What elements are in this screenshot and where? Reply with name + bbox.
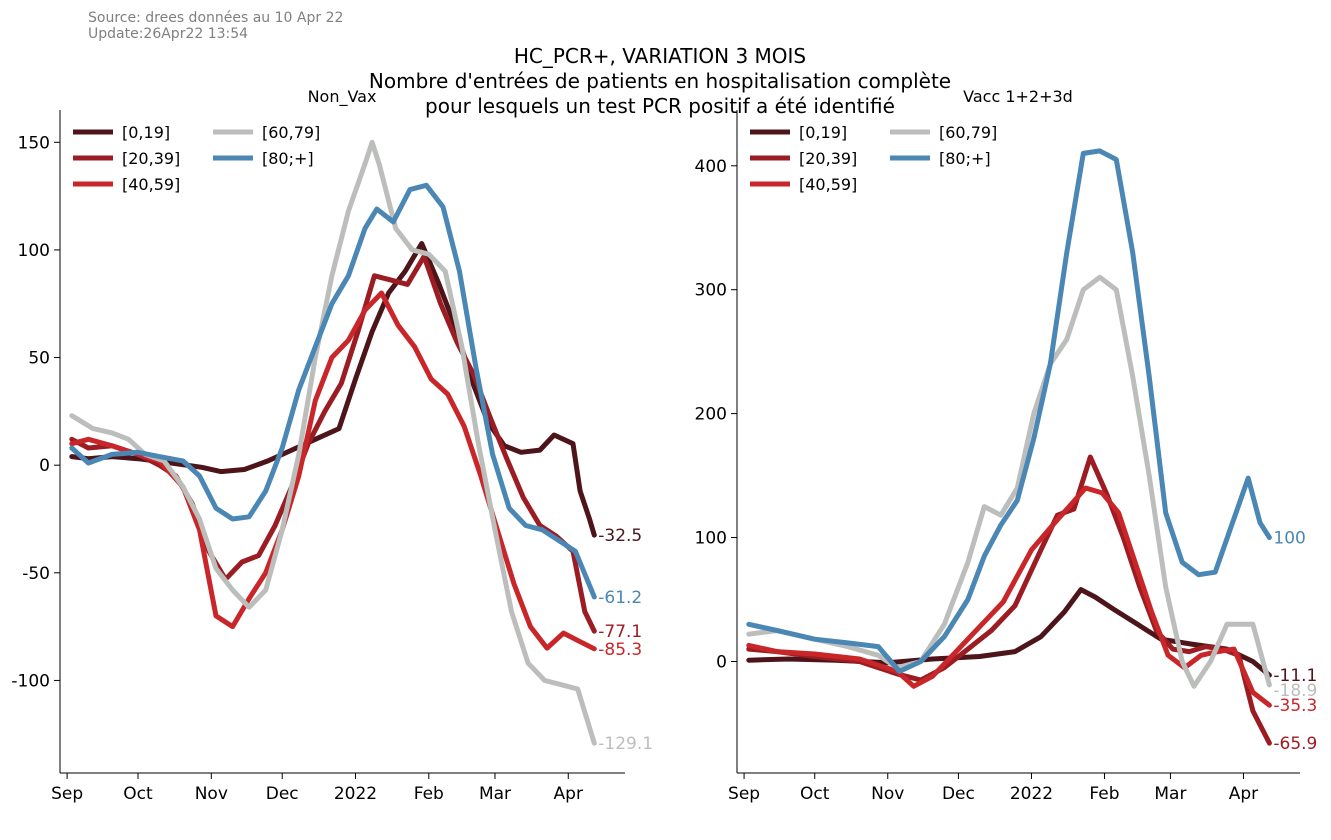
series-line-80 bbox=[746, 148, 1272, 674]
end-value-label: -77.1 bbox=[598, 622, 642, 642]
legend: [0,19] [20,39] [40,59] [60,79] [80;+] bbox=[73, 123, 320, 194]
y-tick-label: 200 bbox=[695, 405, 727, 425]
x-tick-label: 2022 bbox=[1010, 784, 1053, 804]
y-tick-label: 100 bbox=[18, 241, 50, 261]
y-tick-label: -50 bbox=[22, 564, 50, 584]
x-tick-label: Oct bbox=[123, 784, 153, 804]
y-tick-label: 0 bbox=[716, 652, 727, 672]
end-value-label: 100 bbox=[1273, 529, 1305, 549]
title-line-2: Nombre d'entrées de patients en hospital… bbox=[368, 69, 952, 93]
legend-label: [80;+] bbox=[939, 149, 991, 168]
end-value-label: -61.2 bbox=[598, 588, 642, 608]
legend-label: [20,39] bbox=[799, 149, 857, 168]
x-tick-label: Mar bbox=[1154, 784, 1186, 804]
x-tick-label: Dec bbox=[266, 784, 299, 804]
y-tick-label: 0 bbox=[39, 456, 50, 476]
panel-title: Non_Vax bbox=[308, 87, 377, 107]
figure-title: HC_PCR+, VARIATION 3 MOIS Nombre d'entré… bbox=[0, 44, 1320, 119]
legend: [0,19] [20,39] [40,59] [60,79] [80;+] bbox=[750, 123, 997, 194]
chart-panel-2: Vacc 1+2+3d 400 300 200 100 0 Sep Oct Nov Dec 2022… bbox=[695, 87, 1318, 804]
series-line-40-59 bbox=[69, 290, 597, 652]
x-tick-label: Nov bbox=[195, 784, 228, 804]
series-line-60-79 bbox=[69, 139, 597, 746]
legend-label: [60,79] bbox=[939, 123, 997, 142]
x-tick-label: Nov bbox=[871, 784, 904, 804]
legend-label: [80;+] bbox=[262, 149, 314, 168]
x-tick-label: Mar bbox=[479, 784, 511, 804]
x-tick-label: Dec bbox=[942, 784, 975, 804]
y-tick-label: 50 bbox=[28, 349, 50, 369]
x-tick-label: Apr bbox=[554, 784, 583, 804]
legend-label: [20,39] bbox=[122, 149, 180, 168]
x-tick-label: Sep bbox=[51, 784, 83, 804]
end-value-label: -129.1 bbox=[598, 734, 653, 754]
legend-label: [0,19] bbox=[122, 123, 170, 142]
end-value-label: -32.5 bbox=[598, 526, 642, 546]
x-tick-label: Apr bbox=[1229, 784, 1258, 804]
source-line: Source: drees données au 10 Apr 22 bbox=[88, 10, 344, 26]
series-line-0-19 bbox=[746, 587, 1272, 678]
y-tick-label: 300 bbox=[695, 281, 727, 301]
series-line-80 bbox=[69, 182, 597, 600]
legend-label: [60,79] bbox=[262, 123, 320, 142]
x-tick-label: Oct bbox=[800, 784, 830, 804]
series-line-0-19 bbox=[69, 241, 597, 538]
legend-label: [0,19] bbox=[799, 123, 847, 142]
x-tick-label: Feb bbox=[1089, 784, 1119, 804]
legend-label: [40,59] bbox=[122, 175, 180, 194]
title-line-3: pour lesquels un test PCR positif a été … bbox=[425, 94, 895, 118]
title-line-1: HC_PCR+, VARIATION 3 MOIS bbox=[513, 44, 807, 68]
end-value-label: -35.3 bbox=[1273, 696, 1317, 716]
end-value-label: -18.9 bbox=[1273, 681, 1317, 701]
x-tick-label: Sep bbox=[728, 784, 760, 804]
x-tick-label: Feb bbox=[414, 784, 444, 804]
y-tick-label: 100 bbox=[695, 529, 727, 549]
source-note: Source: drees données au 10 Apr 22 Updat… bbox=[88, 10, 343, 42]
legend-label: [40,59] bbox=[799, 175, 857, 194]
end-value-label: -85.3 bbox=[598, 640, 642, 660]
x-tick-label: 2022 bbox=[334, 784, 377, 804]
series-line-60-79 bbox=[746, 274, 1272, 689]
end-value-label: -65.9 bbox=[1273, 734, 1317, 754]
panel-title: Vacc 1+2+3d bbox=[963, 87, 1073, 106]
series-line-20-39 bbox=[69, 253, 597, 634]
y-tick-label: 150 bbox=[18, 133, 50, 153]
y-tick-label: 400 bbox=[695, 157, 727, 177]
end-value-label: -11.1 bbox=[1273, 666, 1317, 686]
series-line-40-59 bbox=[746, 485, 1272, 708]
update-line: Update:26Apr22 13:54 bbox=[88, 26, 249, 42]
chart-panel-1: Non_Vax 150 100 50 0 -50 -100 Sep Oct Nov Dec 2022 F… bbox=[11, 87, 653, 804]
y-tick-label: -100 bbox=[11, 671, 50, 691]
